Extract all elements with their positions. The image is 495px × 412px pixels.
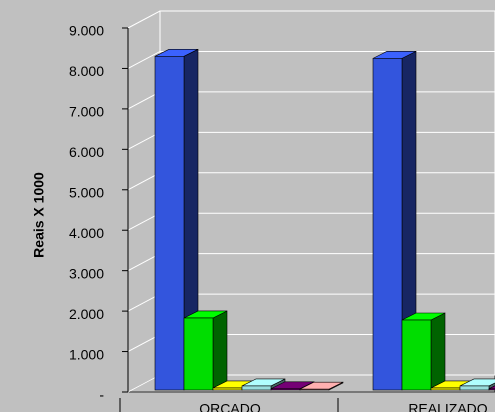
y-tick-label: 6.000 — [69, 144, 104, 160]
bar-side — [430, 312, 446, 391]
y-tick-label: 2.000 — [69, 306, 104, 322]
bar — [241, 385, 272, 391]
y-tick-label: 3.000 — [69, 265, 104, 281]
y-tick-label: 8.000 — [69, 63, 104, 79]
x-tick-label: REALIZADO — [408, 401, 487, 412]
bar — [430, 387, 461, 391]
y-tick-label: 9.000 — [69, 23, 104, 39]
bar — [488, 388, 495, 391]
bar-side — [212, 310, 228, 391]
bar-top — [488, 385, 495, 390]
bar — [401, 319, 432, 391]
y-tick-label: 1.000 — [69, 346, 104, 362]
y-tick-label: 4.000 — [69, 225, 104, 241]
bar — [212, 387, 243, 391]
bar — [372, 58, 403, 391]
y-tick-label: 7.000 — [69, 104, 104, 120]
bar — [459, 385, 490, 391]
y-axis-label: Reais X 1000 — [31, 172, 47, 258]
bar — [299, 388, 330, 391]
x-tick-label: ORÇADO — [199, 401, 261, 412]
y-tick-label: 5.000 — [69, 184, 104, 200]
bar — [183, 317, 214, 391]
bar — [270, 388, 301, 391]
y-tick-label: - — [99, 387, 104, 403]
bar — [154, 56, 185, 391]
